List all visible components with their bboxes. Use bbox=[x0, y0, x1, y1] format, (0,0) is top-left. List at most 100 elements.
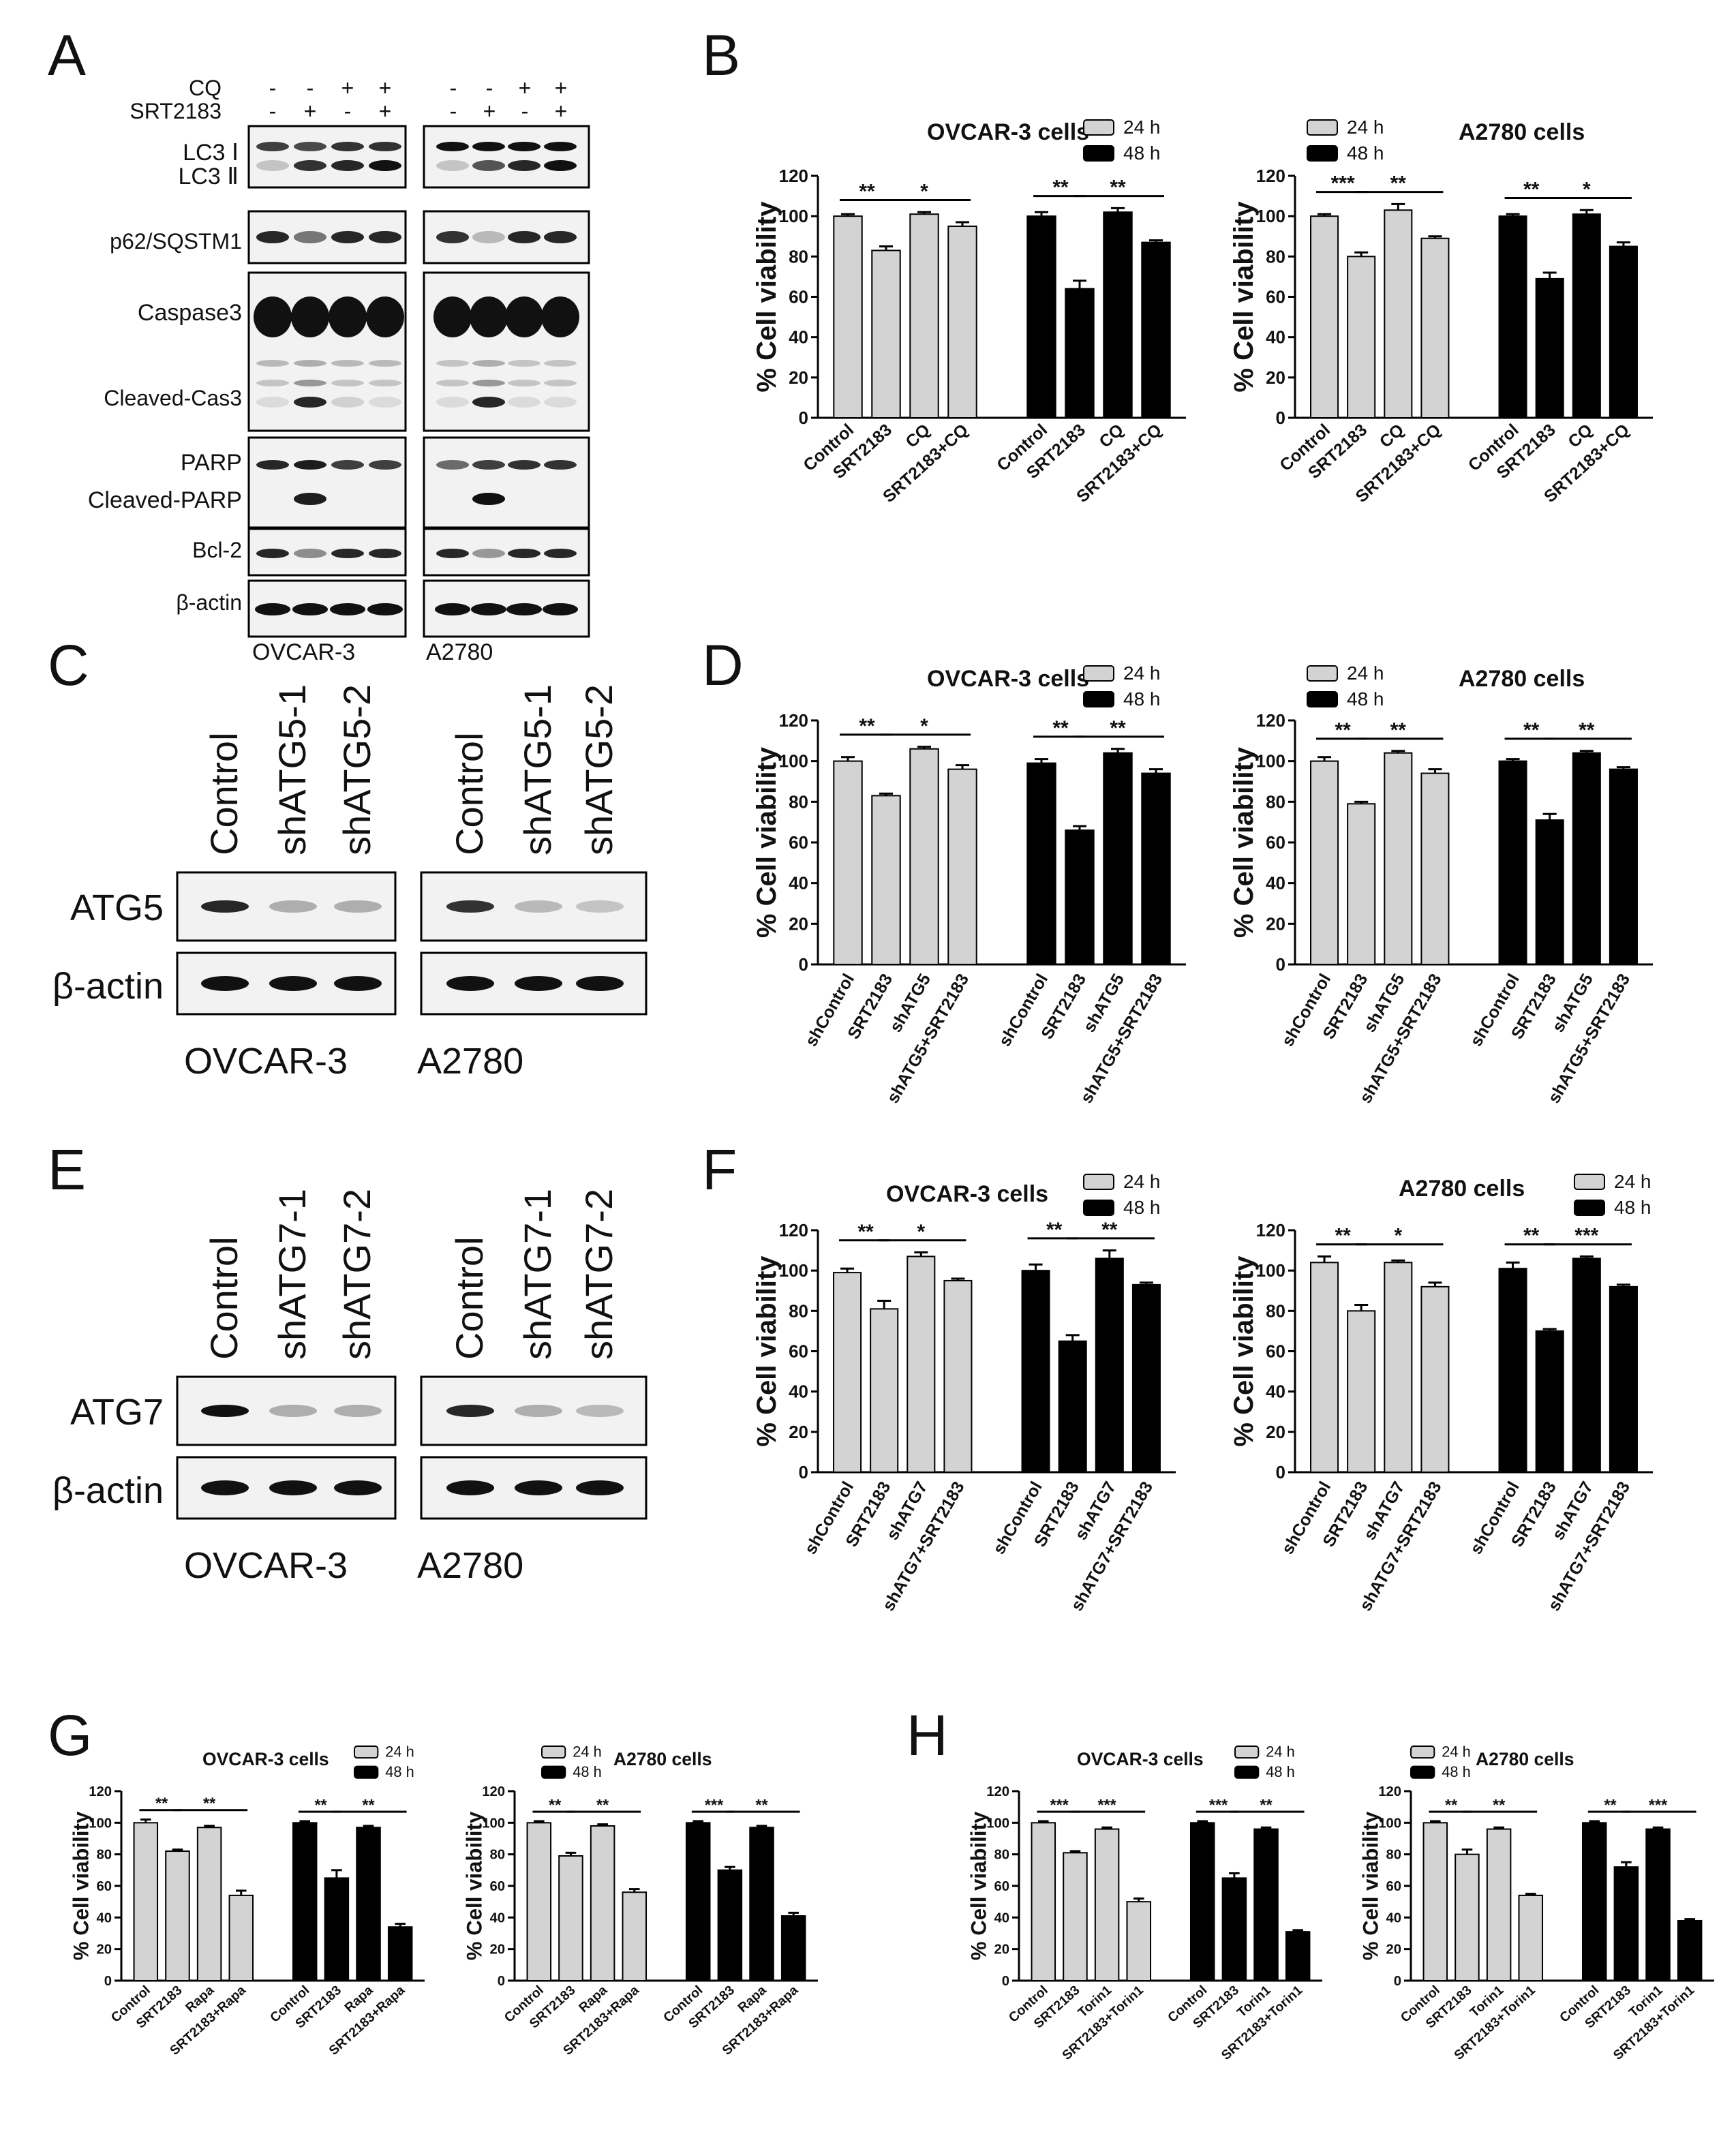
legend-swatch bbox=[354, 1746, 379, 1759]
treatment-sign: - bbox=[307, 76, 314, 100]
significance-mark: *** bbox=[1097, 1796, 1116, 1814]
blot-band bbox=[334, 1480, 382, 1495]
y-tick-label: 120 bbox=[1378, 1784, 1401, 1799]
bar-24h bbox=[1347, 256, 1376, 419]
bar-24h bbox=[909, 213, 939, 418]
y-tick-label: 40 bbox=[1266, 327, 1285, 348]
bar-48h bbox=[1609, 245, 1638, 418]
y-tick-label: 80 bbox=[789, 1300, 808, 1321]
blot-band bbox=[294, 493, 326, 505]
legend-swatch bbox=[1410, 1765, 1435, 1779]
bar-48h bbox=[1498, 215, 1527, 418]
bar-24h bbox=[165, 1850, 190, 1982]
legend-swatch bbox=[1307, 691, 1338, 707]
bar-24h bbox=[1420, 772, 1450, 965]
y-tick-label: 100 bbox=[779, 751, 808, 772]
y-tick-label: 40 bbox=[994, 1910, 1009, 1925]
blot-band bbox=[291, 296, 329, 337]
bar-48h bbox=[1677, 1919, 1703, 1981]
bar-48h bbox=[1498, 760, 1527, 965]
y-tick-label: 80 bbox=[994, 1848, 1009, 1863]
bar-48h bbox=[749, 1827, 774, 1982]
significance-mark: ** bbox=[859, 181, 875, 203]
bar-48h bbox=[292, 1822, 318, 1981]
y-tick-label: 0 bbox=[1276, 408, 1285, 428]
treatment-sign: + bbox=[379, 76, 392, 100]
y-tick-label: 100 bbox=[1256, 206, 1285, 226]
y-tick-label: 0 bbox=[1002, 1974, 1009, 1989]
chart-title: OVCAR-3 cells bbox=[927, 119, 1089, 145]
bar-24h bbox=[833, 1272, 862, 1473]
blot-band bbox=[334, 1405, 382, 1417]
legend-label: 24 h bbox=[1123, 662, 1161, 684]
bar-48h bbox=[1581, 1822, 1607, 1981]
panel-letter-A: A bbox=[48, 23, 86, 87]
treatment-label: CQ bbox=[189, 76, 222, 100]
blot-row-label: LC3 Ⅰ bbox=[183, 140, 239, 166]
bar-48h bbox=[1065, 829, 1095, 965]
chart-title: OVCAR-3 cells bbox=[202, 1749, 329, 1769]
significance-mark: ** bbox=[1445, 1796, 1458, 1814]
bar-48h bbox=[1498, 1268, 1527, 1474]
bar-48h bbox=[1026, 215, 1056, 418]
blot-band bbox=[331, 360, 364, 367]
blot-band bbox=[544, 380, 577, 386]
lane-label: shATG5-2 bbox=[577, 684, 620, 855]
chart-panel-b-ovcar3: 0 20 40 60 80 100 120 % Cell viability OVCAR-3 c… bbox=[752, 117, 1186, 506]
blot-band bbox=[369, 397, 401, 408]
y-tick-label: 20 bbox=[489, 1942, 505, 1957]
y-tick-label: 20 bbox=[1266, 1422, 1285, 1442]
legend-swatch bbox=[1410, 1746, 1435, 1759]
y-tick-label: 100 bbox=[1378, 1816, 1401, 1831]
y-axis-label: % Cell viability bbox=[752, 1255, 782, 1447]
blot-strip-ovcar3 bbox=[176, 871, 397, 942]
y-axis-label: % Cell viability bbox=[70, 1811, 93, 1960]
significance-mark: ** bbox=[362, 1796, 375, 1814]
y-tick-label: 40 bbox=[1386, 1910, 1401, 1925]
chart-panel-f-ovcar3: 0 20 40 60 80 100 120 % Cell viability OVCAR-3 c… bbox=[752, 1171, 1176, 1615]
blot-band bbox=[435, 603, 470, 615]
blot-band bbox=[331, 160, 364, 171]
legend-swatch bbox=[1083, 665, 1114, 682]
blot-row-label: PARP bbox=[181, 450, 242, 476]
treatment-sign: + bbox=[555, 99, 568, 123]
y-tick-label: 0 bbox=[104, 1974, 112, 1989]
blot-band bbox=[367, 603, 403, 615]
legend-label: 24 h bbox=[1266, 1743, 1294, 1760]
y-tick-label: 20 bbox=[1266, 913, 1285, 934]
x-category-label: shControl bbox=[995, 971, 1052, 1050]
bar-24h bbox=[1347, 1310, 1376, 1474]
blot-band bbox=[436, 142, 469, 151]
significance-mark: ** bbox=[314, 1796, 327, 1814]
y-tick-label: 80 bbox=[1266, 246, 1285, 266]
treatment-sign: - bbox=[269, 76, 277, 100]
chart-panel-d-a2780: 0 20 40 60 80 100 120 % Cell viability A2780 cel… bbox=[1229, 662, 1653, 1107]
bar-24h bbox=[907, 1255, 936, 1474]
significance-mark: ** bbox=[1052, 717, 1069, 740]
blot-band bbox=[544, 360, 577, 367]
y-tick-label: 100 bbox=[482, 1816, 505, 1831]
blot-row-label: Caspase3 bbox=[138, 300, 242, 326]
blot-row-label: Bcl-2 bbox=[192, 538, 242, 562]
blot-band bbox=[269, 900, 317, 913]
blot-band bbox=[369, 142, 401, 151]
y-tick-label: 60 bbox=[789, 832, 808, 853]
legend-label: 48 h bbox=[1614, 1197, 1651, 1218]
bar-48h bbox=[356, 1827, 381, 1982]
significance-mark: * bbox=[1394, 1225, 1402, 1247]
blot-band bbox=[436, 460, 469, 470]
significance-mark: ** bbox=[1110, 177, 1126, 199]
lane-label: shATG5-1 bbox=[271, 684, 314, 855]
blot-band bbox=[369, 160, 401, 171]
legend-label: 24 h bbox=[1614, 1171, 1651, 1192]
bar-24h bbox=[1518, 1894, 1544, 1981]
bar-24h bbox=[1420, 237, 1450, 418]
blot-band bbox=[576, 1480, 624, 1495]
significance-mark: ** bbox=[1260, 1796, 1273, 1814]
significance-mark: ** bbox=[1390, 172, 1407, 195]
bar-48h bbox=[1131, 1283, 1161, 1473]
bar-24h bbox=[947, 225, 977, 418]
x-category-label: shControl bbox=[1466, 971, 1523, 1050]
significance-mark: * bbox=[1583, 179, 1591, 201]
lane-label: Control bbox=[202, 732, 245, 855]
